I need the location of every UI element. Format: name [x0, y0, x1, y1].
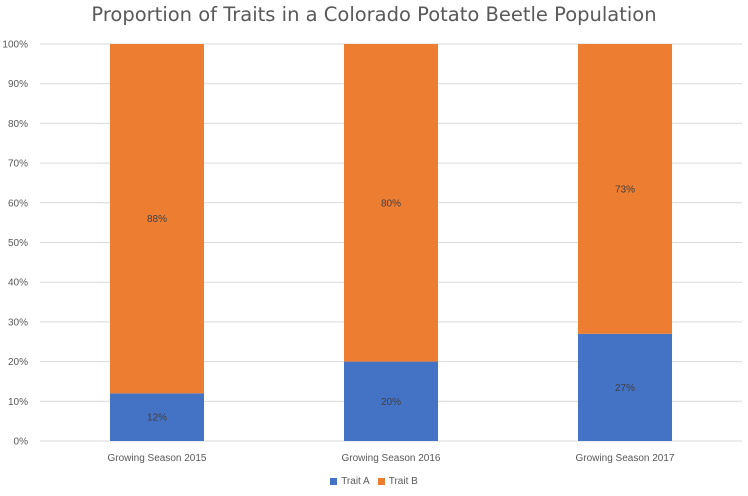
x-axis-ticks: Growing Season 2015 Growing Season 2016 Gr… — [108, 453, 675, 464]
legend-item-trait-b: Trait B — [377, 476, 418, 487]
data-label: 80% — [381, 198, 401, 209]
bar-trait-b — [110, 44, 204, 394]
bar-trait-b — [344, 44, 438, 362]
legend: Trait A Trait B — [0, 476, 748, 487]
chart-title: Proportion of Traits in a Colorado Potat… — [91, 3, 657, 26]
data-label: 12% — [147, 413, 167, 424]
data-label: 73% — [615, 184, 635, 195]
y-tick-label: 70% — [8, 159, 28, 170]
bar-trait-b — [578, 44, 672, 334]
y-tick-label: 20% — [8, 357, 28, 368]
bar-trait-a — [344, 361, 438, 441]
legend-swatch-trait-a — [330, 478, 338, 485]
y-tick-label: 50% — [8, 238, 28, 249]
legend-swatch-trait-b — [377, 478, 385, 485]
y-tick-label: 80% — [8, 119, 28, 130]
y-tick-label: 60% — [8, 198, 28, 209]
bar-trait-a — [110, 393, 204, 441]
y-tick-label: 90% — [8, 79, 28, 90]
data-label: 20% — [381, 397, 401, 408]
x-tick-label: Growing Season 2016 — [342, 453, 441, 464]
data-labels: 12% 88% 20% 80% 27% 73% — [147, 184, 635, 423]
y-tick-label: 40% — [8, 278, 28, 289]
data-label: 27% — [615, 383, 635, 394]
y-axis-ticks: 0% 10% 20% 30% 40% 50% 60% 70% 80% 90% 100% — [2, 40, 28, 448]
legend-label-trait-b: Trait B — [388, 476, 418, 487]
y-tick-label: 100% — [2, 40, 28, 51]
data-label: 88% — [147, 214, 167, 225]
x-tick-label: Growing Season 2017 — [576, 453, 675, 464]
y-tick-label: 10% — [8, 397, 28, 408]
bar-trait-a — [578, 333, 672, 441]
x-tick-label: Growing Season 2015 — [108, 453, 207, 464]
y-tick-label: 30% — [8, 317, 28, 328]
y-tick-label: 0% — [14, 437, 29, 448]
legend-label-trait-a: Trait A — [341, 476, 370, 487]
bars — [110, 44, 672, 441]
legend-item-trait-a: Trait A — [330, 476, 370, 487]
